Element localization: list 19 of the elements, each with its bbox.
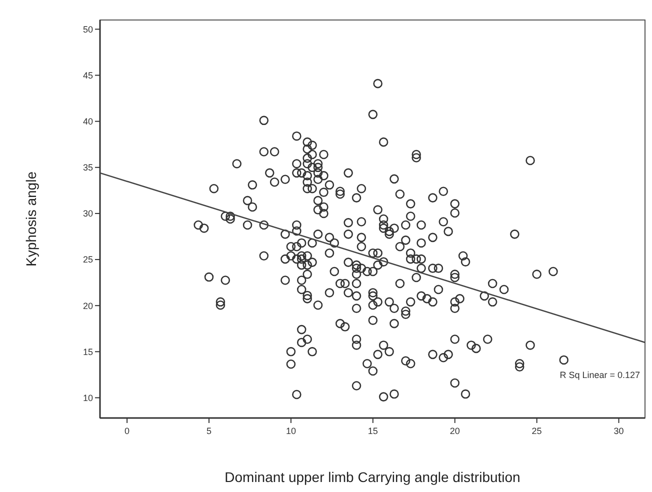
x-tick-label: 20 [450, 426, 460, 436]
x-tick-label: 0 [124, 426, 130, 436]
y-tick-label: 30 [82, 208, 93, 219]
y-tick-label: 45 [82, 70, 93, 80]
y-tick-label: 20 [82, 300, 93, 311]
y-axis-title: Kyphosis angle [23, 171, 39, 266]
x-tick-label: 30 [614, 426, 624, 436]
x-axis-title: Dominant upper limb Carrying angle distribution [224, 469, 520, 485]
x-tick-label: 5 [206, 426, 212, 436]
y-tick-label: 25 [82, 254, 93, 265]
y-tick-label: 50 [82, 24, 93, 34]
annotation: R Sq Linear = 0.127 [560, 370, 640, 380]
y-tick-label: 10 [82, 392, 93, 403]
y-tick-label: 15 [82, 346, 93, 357]
x-tick-label: 25 [532, 426, 542, 436]
x-tick-label: 15 [368, 426, 378, 436]
y-tick-label: 35 [82, 162, 93, 173]
x-tick-label: 10 [286, 426, 296, 436]
y-tick-label: 40 [82, 116, 93, 126]
